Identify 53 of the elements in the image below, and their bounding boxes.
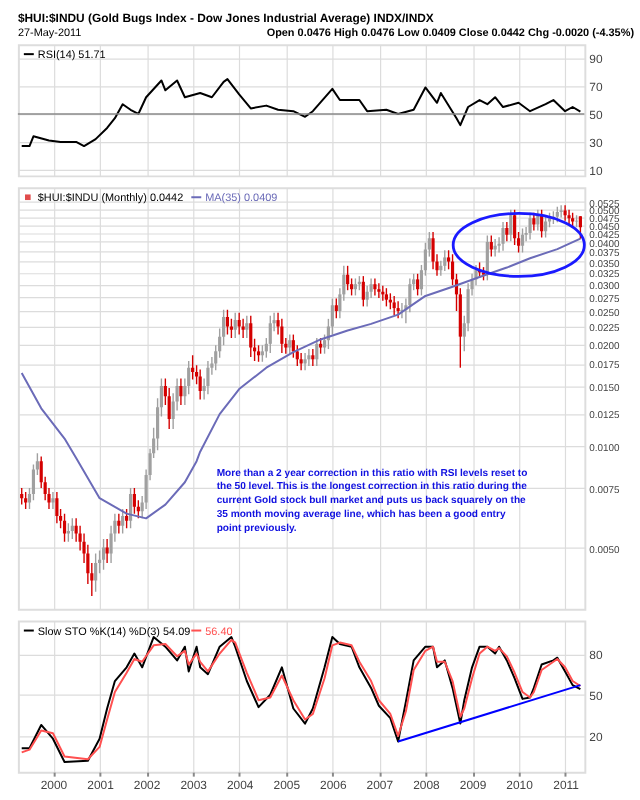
candlestick	[117, 512, 121, 535]
candlestick	[303, 352, 307, 372]
candlestick	[505, 221, 509, 242]
candlestick	[249, 315, 253, 358]
candlestick	[369, 277, 373, 299]
line-series	[20, 237, 582, 520]
line-series	[20, 78, 582, 148]
candlestick	[307, 348, 311, 367]
candlestick	[125, 508, 129, 530]
candlestick	[225, 309, 230, 336]
candlestick	[245, 315, 249, 339]
candlestick	[431, 231, 435, 271]
candlestick	[509, 209, 513, 242]
candlestick	[179, 377, 183, 406]
candlestick	[299, 352, 303, 372]
candlestick	[361, 275, 365, 308]
candlestick	[578, 215, 582, 240]
candlestick	[94, 552, 98, 593]
candlestick	[66, 522, 70, 543]
candlestick	[206, 360, 210, 395]
candlestick	[501, 221, 505, 252]
candlestick	[365, 284, 369, 308]
candlestick	[384, 287, 388, 308]
candlestick	[567, 209, 571, 225]
candlestick	[233, 312, 237, 339]
candlestick	[132, 487, 136, 515]
candlestick	[346, 265, 350, 291]
candlestick	[105, 538, 109, 564]
candlestick	[528, 212, 532, 241]
candlestick	[288, 333, 292, 355]
candlestick	[377, 282, 381, 299]
candlestick	[315, 337, 319, 367]
candlestick	[416, 273, 420, 297]
candlestick	[334, 297, 338, 319]
candlestick	[536, 209, 540, 232]
candlestick	[396, 300, 400, 319]
candlestick	[311, 348, 315, 367]
candlestick	[520, 227, 525, 254]
candlestick	[74, 517, 78, 543]
candlestick	[443, 249, 447, 272]
candlestick	[198, 368, 202, 401]
candlestick	[55, 491, 59, 524]
candlestick	[268, 315, 272, 354]
candlestick	[373, 277, 377, 297]
candlestick	[513, 209, 517, 246]
candlestick	[101, 538, 106, 571]
candlestick	[51, 491, 55, 510]
candlestick	[237, 312, 241, 336]
candlestick	[280, 318, 284, 354]
candlestick	[121, 508, 125, 535]
candlestick	[392, 295, 396, 316]
candlestick	[62, 512, 67, 543]
candlestick	[70, 517, 74, 540]
